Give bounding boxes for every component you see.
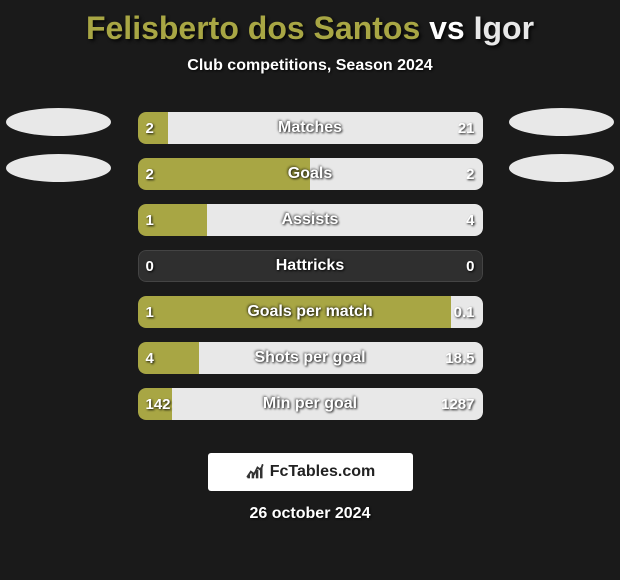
stats-container: 221Matches 22Goals 14Assists 00Hattricks 10.… — [0, 105, 620, 427]
stat-row: 14Assists — [0, 197, 620, 243]
footer-logo-text: FcTables.com — [270, 463, 376, 481]
stat-row: 00Hattricks — [0, 243, 620, 289]
stat-label: Hattricks — [138, 250, 483, 282]
stat-label: Matches — [138, 112, 483, 144]
stat-bar: 418.5Shots per goal — [138, 342, 483, 374]
stat-row: 221Matches — [0, 105, 620, 151]
player2-ellipse — [509, 154, 614, 182]
player2-name: Igor — [474, 10, 534, 46]
stat-bar: 14Assists — [138, 204, 483, 236]
player1-ellipse — [6, 108, 111, 136]
stat-bar: 1421287Min per goal — [138, 388, 483, 420]
player1-name: Felisberto dos Santos — [86, 10, 420, 46]
stat-row: 22Goals — [0, 151, 620, 197]
stat-bar: 10.1Goals per match — [138, 296, 483, 328]
stat-label: Min per goal — [138, 388, 483, 420]
stat-bar: 22Goals — [138, 158, 483, 190]
stat-row: 1421287Min per goal — [0, 381, 620, 427]
footer-date: 26 october 2024 — [0, 505, 620, 523]
page-title: Felisberto dos Santos vs Igor — [0, 0, 620, 47]
stat-bar: 00Hattricks — [138, 250, 483, 282]
stat-label: Shots per goal — [138, 342, 483, 374]
stat-label: Assists — [138, 204, 483, 236]
stat-label: Goals per match — [138, 296, 483, 328]
chart-icon — [245, 460, 265, 485]
stat-row: 418.5Shots per goal — [0, 335, 620, 381]
player1-ellipse — [6, 154, 111, 182]
footer-logo: FcTables.com — [208, 453, 413, 491]
stat-row: 10.1Goals per match — [0, 289, 620, 335]
vs-text: vs — [420, 10, 473, 46]
subtitle: Club competitions, Season 2024 — [0, 57, 620, 75]
stat-bar: 221Matches — [138, 112, 483, 144]
stat-label: Goals — [138, 158, 483, 190]
player2-ellipse — [509, 108, 614, 136]
